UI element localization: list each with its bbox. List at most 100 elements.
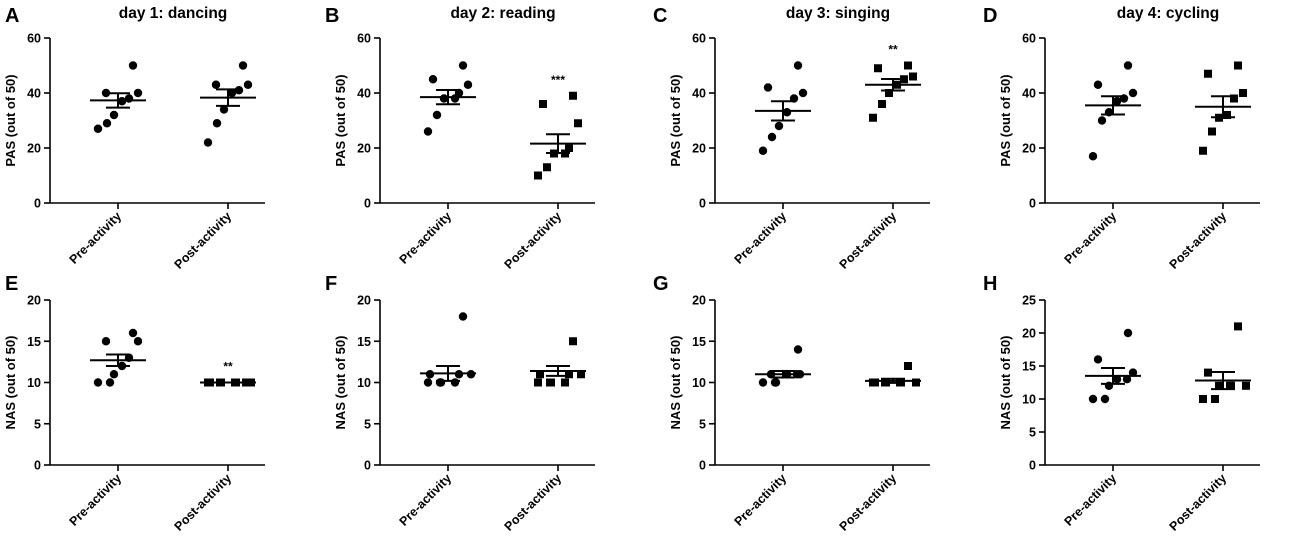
panel-d-data-point xyxy=(1199,146,1207,155)
panel-g-letter: G xyxy=(653,273,669,295)
panel-f-xtick-label: Post-activity xyxy=(502,471,564,533)
panel-d-ytick-label: 0 xyxy=(1029,197,1036,211)
panel-f-xtick-label: Pre-activity xyxy=(397,471,455,529)
panel-b-xtick-label: Pre-activity xyxy=(397,209,455,267)
panel-a-data-point xyxy=(133,88,143,98)
panel-h-data-point xyxy=(1234,322,1242,331)
panel-c-data-point xyxy=(774,121,784,131)
panel-d-letter: D xyxy=(983,5,997,27)
panel-c-data-point xyxy=(758,146,768,155)
panel-d-data-point xyxy=(1223,111,1231,119)
panel-h-data-point xyxy=(1122,375,1132,384)
panel-e-data-point xyxy=(105,378,115,387)
panel-h-ytick-label: 20 xyxy=(1022,327,1036,341)
panel-a-ytick-label: 20 xyxy=(27,142,41,156)
panel-g-y-label: NAS (out of 50) xyxy=(668,336,683,430)
panel-e-data-point xyxy=(101,337,111,346)
panel-b-data-point xyxy=(565,144,573,152)
panel-f-data-point xyxy=(547,378,555,387)
panel-b-data-point xyxy=(543,163,551,172)
panel-f-data-point xyxy=(561,378,569,387)
panel-f-data-point xyxy=(534,378,542,387)
panel-e-ytick-label: 15 xyxy=(27,335,41,349)
panel-g-xtick-label: Post-activity xyxy=(837,471,899,533)
panel-b-ytick-label: 20 xyxy=(357,142,371,156)
panel-g-data-point xyxy=(904,362,912,370)
panel-e-y-label: NAS (out of 50) xyxy=(3,336,18,430)
panel-c-xtick-label: Pre-activity xyxy=(732,209,790,267)
panel-b-significance: *** xyxy=(551,73,565,87)
panel-d-xtick-label: Pre-activity xyxy=(1062,209,1120,267)
panel-b-xtick-label: Post-activity xyxy=(502,209,564,271)
panel-a-letter: A xyxy=(5,5,19,27)
panel-h-data-point xyxy=(1199,395,1207,403)
panel-d-ytick-label: 20 xyxy=(1022,142,1036,156)
panel-c-data-point xyxy=(782,108,792,117)
panel-f-data-point xyxy=(536,370,544,379)
panel-d-data-point xyxy=(1234,61,1242,70)
panel-b-data-point xyxy=(534,171,542,180)
panel-f-data-point xyxy=(450,378,460,387)
panel-c-data-point xyxy=(763,83,773,92)
panel-c-data-point xyxy=(885,89,893,97)
panel-g-xtick-label: Pre-activity xyxy=(732,471,790,529)
panel-e-letter: E xyxy=(5,273,18,295)
panel-g-data-point xyxy=(758,378,768,387)
panel-c-data-point xyxy=(874,64,882,73)
panel-a-data-point xyxy=(238,61,248,70)
panel-g-ytick-label: 10 xyxy=(692,376,706,390)
panel-d-data-point xyxy=(1097,116,1107,125)
panel-b-data-point xyxy=(574,119,582,128)
panel-b-data-point xyxy=(569,91,577,100)
panel-a-data-point xyxy=(211,80,221,89)
panel-f-data-point xyxy=(569,337,577,346)
panel-d-data-point xyxy=(1123,61,1133,70)
panel-a-data-point xyxy=(243,80,253,89)
panel-h-letter: H xyxy=(983,273,997,295)
panel-a-data-point xyxy=(212,119,222,128)
panel-b-data-point xyxy=(428,75,438,84)
panel-b-data-point xyxy=(439,94,449,103)
panel-a-xtick-label: Pre-activity xyxy=(67,209,125,267)
panel-b-y-label: PAS (out of 50) xyxy=(333,74,348,166)
panel-c-data-point xyxy=(909,72,917,81)
panel-a-data-point xyxy=(203,138,213,147)
panel-a-ytick-label: 40 xyxy=(27,87,41,101)
panel-e-data-point xyxy=(133,337,143,346)
panel-b-data-point xyxy=(458,61,468,70)
panel-g-ytick-label: 5 xyxy=(699,417,706,431)
panel-f-ytick-label: 20 xyxy=(357,294,371,308)
panel-a-data-point xyxy=(102,119,112,128)
panel-a-y-label: PAS (out of 50) xyxy=(3,74,18,166)
panel-c-letter: C xyxy=(653,5,667,27)
panel-g-data-point xyxy=(871,378,879,387)
panel-f-letter: F xyxy=(325,273,337,295)
panel-d-data-point xyxy=(1208,127,1216,136)
panel-c-xtick-label: Post-activity xyxy=(837,209,899,271)
panel-d-data-point xyxy=(1093,80,1103,89)
panel-f-y-label: NAS (out of 50) xyxy=(333,336,348,430)
panel-h-data-point xyxy=(1204,368,1212,377)
panel-f-data-point xyxy=(436,378,446,387)
panel-h-data-point xyxy=(1215,381,1223,390)
panel-h-ytick-label: 5 xyxy=(1029,426,1036,440)
panel-a-data-point xyxy=(128,61,138,70)
panel-h-data-point xyxy=(1211,395,1219,403)
panel-b-ytick-label: 40 xyxy=(357,87,371,101)
panel-a-data-point xyxy=(227,88,237,98)
panel-d-ytick-label: 60 xyxy=(1022,32,1036,46)
panel-f-data-point xyxy=(577,370,585,379)
panel-e-significance: ** xyxy=(223,360,233,374)
panel-a-ytick-label: 60 xyxy=(27,32,41,46)
panel-a-title: day 1: dancing xyxy=(119,5,228,22)
panel-c-data-point xyxy=(767,132,777,142)
panel-c-data-point xyxy=(904,61,912,70)
panel-e-xtick-label: Post-activity xyxy=(172,471,234,533)
panel-h-data-point xyxy=(1100,394,1110,404)
panel-c-ytick-label: 20 xyxy=(692,142,706,156)
panel-e-data-point xyxy=(109,370,119,379)
panel-b-letter: B xyxy=(325,5,339,27)
panel-d-data-point xyxy=(1230,94,1238,103)
panel-a-data-point xyxy=(124,94,134,103)
